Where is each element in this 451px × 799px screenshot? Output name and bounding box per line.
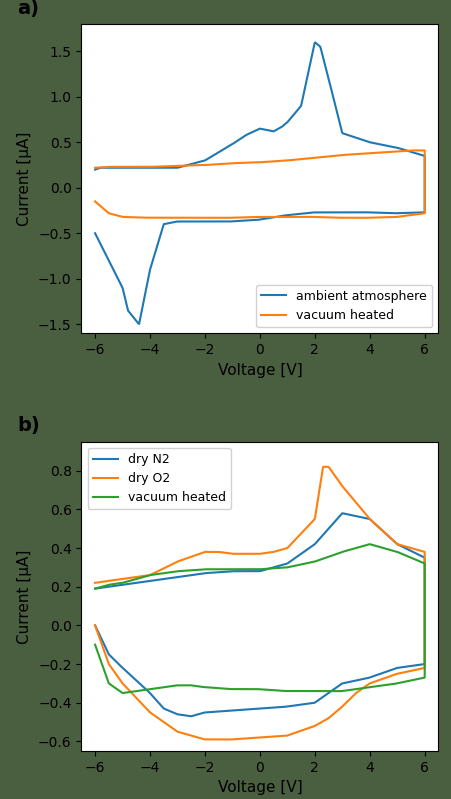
Line: dry N2: dry N2	[95, 513, 424, 716]
vacuum heated	[366, 539, 372, 549]
vacuum heated	[179, 566, 185, 575]
vacuum heated	[179, 161, 185, 170]
vacuum heated	[378, 543, 384, 552]
Legend: ambient atmosphere, vacuum heated: ambient atmosphere, vacuum heated	[256, 285, 431, 327]
ambient atmosphere	[390, 209, 396, 218]
Text: a): a)	[17, 0, 39, 18]
vacuum heated	[404, 677, 410, 686]
dry O2	[404, 666, 410, 676]
ambient atmosphere	[378, 140, 384, 149]
vacuum heated	[390, 679, 396, 689]
ambient atmosphere	[404, 208, 410, 217]
ambient atmosphere	[203, 155, 208, 165]
dry N2	[390, 664, 396, 674]
dry N2	[203, 568, 208, 578]
vacuum heated	[377, 148, 383, 157]
X-axis label: Voltage [V]: Voltage [V]	[217, 781, 302, 795]
ambient atmosphere	[92, 165, 97, 174]
dry O2	[378, 525, 384, 535]
vacuum heated	[92, 584, 97, 594]
dry N2	[179, 571, 185, 581]
dry O2	[320, 462, 326, 471]
dry N2	[339, 508, 345, 518]
vacuum heated	[390, 213, 396, 222]
vacuum heated	[203, 160, 208, 169]
Line: vacuum heated: vacuum heated	[95, 544, 424, 693]
vacuum heated	[92, 640, 97, 650]
vacuum heated	[366, 213, 372, 223]
ambient atmosphere	[179, 161, 185, 171]
dry N2	[92, 621, 97, 630]
Y-axis label: Current [μA]: Current [μA]	[18, 132, 32, 226]
dry O2	[314, 498, 319, 507]
dry O2	[203, 547, 208, 557]
ambient atmosphere	[92, 229, 97, 238]
vacuum heated	[314, 153, 319, 162]
vacuum heated	[92, 163, 97, 173]
Line: dry O2: dry O2	[95, 467, 424, 739]
vacuum heated	[408, 145, 413, 155]
dry O2	[229, 734, 235, 744]
vacuum heated	[92, 197, 97, 206]
dry N2	[378, 525, 384, 535]
Y-axis label: Current [μA]: Current [μA]	[18, 549, 32, 643]
dry N2	[92, 584, 97, 594]
dry O2	[390, 670, 396, 680]
dry O2	[179, 555, 185, 565]
Line: ambient atmosphere: ambient atmosphere	[95, 42, 424, 324]
dry N2	[404, 662, 410, 671]
Legend: dry N2, dry O2, vacuum heated: dry N2, dry O2, vacuum heated	[87, 448, 230, 510]
vacuum heated	[314, 556, 319, 566]
dry O2	[92, 621, 97, 630]
Text: b): b)	[17, 416, 40, 435]
dry N2	[188, 711, 193, 721]
vacuum heated	[203, 564, 208, 574]
ambient atmosphere	[314, 40, 320, 50]
dry N2	[314, 536, 319, 546]
X-axis label: Voltage [V]: Voltage [V]	[217, 363, 302, 378]
vacuum heated	[120, 688, 125, 698]
ambient atmosphere	[136, 319, 142, 328]
vacuum heated	[404, 211, 410, 221]
Line: vacuum heated: vacuum heated	[95, 150, 424, 218]
ambient atmosphere	[312, 38, 317, 47]
dry O2	[92, 578, 97, 587]
